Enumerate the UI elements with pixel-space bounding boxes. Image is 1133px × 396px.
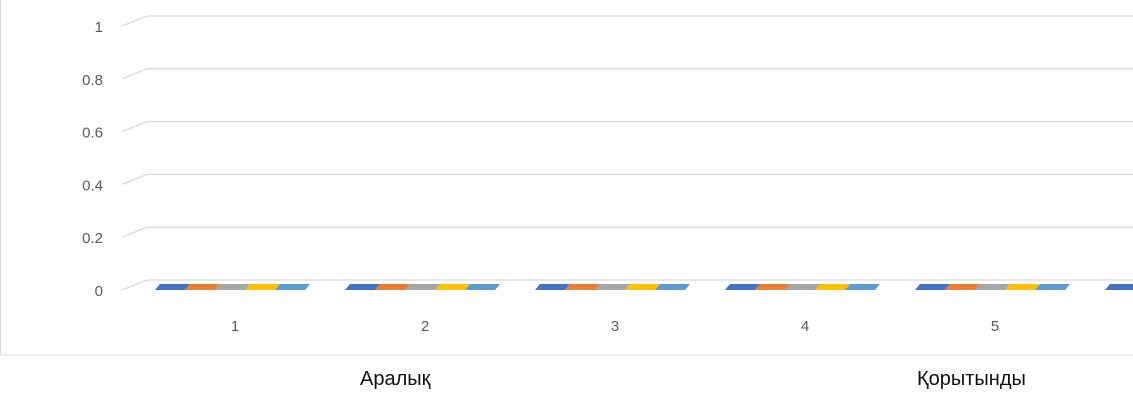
bar	[755, 284, 790, 290]
bar	[915, 284, 950, 290]
gridline	[121, 68, 1133, 80]
x-tick-label: 1	[231, 318, 239, 335]
bar	[465, 284, 500, 290]
gridline	[121, 15, 1133, 27]
bar	[1035, 284, 1070, 290]
bar	[945, 284, 980, 290]
bar	[565, 284, 600, 290]
bar	[815, 284, 850, 290]
y-tick-label: 0.4	[82, 177, 103, 194]
bar	[655, 284, 690, 290]
bar	[785, 284, 820, 290]
bar	[345, 284, 380, 290]
x-tick-label: 4	[801, 318, 809, 335]
bar	[435, 284, 470, 290]
gridline	[121, 226, 1133, 238]
y-tick-label: 0	[95, 283, 103, 300]
x-tick-label: 3	[611, 318, 619, 335]
gridline	[121, 173, 1133, 186]
bar-chart: 00.20.40.60.81 123456	[0, 0, 1133, 356]
caption-left: Аралық	[360, 368, 431, 390]
bar	[405, 284, 440, 290]
bar	[975, 284, 1010, 290]
chart-area: 00.20.40.60.81 123456	[0, 0, 1133, 356]
chart-frame	[0, 0, 1133, 356]
bar	[725, 284, 760, 290]
bar	[625, 284, 660, 290]
bar	[375, 284, 410, 290]
x-tick-label: 2	[421, 318, 429, 335]
y-tick-label: 0.8	[82, 72, 103, 89]
y-tick-label: 1	[95, 19, 103, 36]
bar	[1105, 284, 1133, 290]
bar	[185, 284, 220, 290]
bar	[275, 284, 310, 290]
bar	[1005, 284, 1040, 290]
x-tick-label: 5	[991, 318, 999, 335]
y-tick-label: 0.2	[82, 230, 103, 247]
caption-right: Қорытынды	[917, 368, 1026, 390]
y-tick-label: 0.6	[82, 125, 103, 142]
bar	[155, 284, 190, 290]
bar	[535, 284, 570, 290]
gridline	[121, 279, 1133, 291]
gridline	[121, 120, 1133, 133]
bar	[245, 284, 280, 290]
bar	[845, 284, 880, 290]
bar	[595, 284, 630, 290]
bar	[215, 284, 250, 290]
